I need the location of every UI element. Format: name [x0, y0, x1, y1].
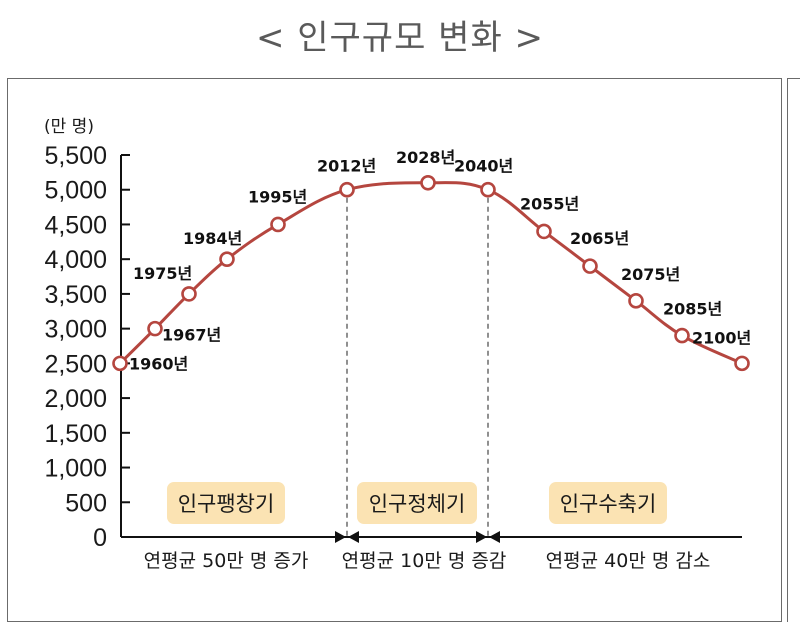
data-point-marker — [674, 327, 690, 344]
arrow-left-icon — [348, 531, 359, 543]
y-tick-label: 4,000 — [44, 246, 107, 274]
y-tick-label: 4,500 — [44, 211, 107, 239]
data-point-marker — [219, 251, 235, 267]
y-tick-label: 2,000 — [44, 385, 107, 413]
data-point-label: 2085년 — [663, 300, 722, 319]
data-point-label: 1975년 — [133, 264, 192, 283]
data-point-marker — [270, 216, 286, 233]
phase-rate-label: 연평균 40만 명 감소 — [546, 550, 711, 572]
data-point-label: 2075년 — [621, 265, 680, 284]
y-tick-label: 5,000 — [44, 177, 107, 205]
chart-title: < 인구규모 변화 > — [255, 18, 545, 58]
phase-rate-label: 연평균 10만 명 증감 — [342, 550, 507, 572]
data-point-label: 1967년 — [162, 326, 221, 345]
phase-rate-label: 연평균 50만 명 증가 — [144, 550, 309, 572]
chart-frame — [7, 78, 782, 622]
data-point-label: 2012년 — [317, 157, 376, 176]
data-point-label: 1960년 — [129, 354, 188, 373]
data-point-marker — [628, 293, 644, 309]
data-point-marker — [420, 174, 436, 191]
data-point-label: 2065년 — [570, 229, 629, 248]
y-tick-label: 0 — [93, 524, 107, 552]
y-tick-label: 1,500 — [44, 420, 107, 448]
phase-box — [357, 482, 477, 524]
y-tick-label: 3,000 — [44, 316, 107, 344]
y-tick-label: 500 — [65, 489, 107, 517]
y-tick-label: 1,000 — [44, 455, 107, 483]
arrow-right-icon — [335, 531, 346, 543]
phase-box — [167, 482, 285, 524]
data-point-label: 2028년 — [396, 148, 455, 167]
data-point-marker — [582, 258, 598, 274]
y-axis-unit-label: (만 명) — [44, 117, 94, 137]
data-point-marker — [734, 355, 750, 372]
data-point-label: 2055년 — [520, 194, 579, 213]
data-point-marker — [536, 223, 552, 240]
data-point-marker — [480, 181, 496, 198]
data-point-label: 2040년 — [454, 157, 513, 176]
arrow-right-icon — [476, 531, 487, 543]
y-tick-label: 3,500 — [44, 281, 107, 309]
y-tick-label: 5,500 — [44, 142, 107, 170]
data-point-marker — [181, 286, 197, 302]
phase-label: 인구수축기 — [560, 492, 657, 516]
phase-label: 인구정체기 — [369, 492, 466, 516]
y-tick-label: 2,500 — [44, 350, 107, 378]
data-point-marker — [339, 181, 355, 198]
phase-label: 인구팽창기 — [178, 492, 275, 516]
data-point-label: 1995년 — [248, 187, 307, 206]
phase-box — [549, 482, 667, 524]
data-point-marker — [147, 320, 163, 337]
arrow-left-icon — [489, 531, 500, 543]
data-point-marker — [112, 355, 128, 372]
data-point-label: 2100년 — [692, 328, 751, 347]
data-point-label: 1984년 — [183, 229, 242, 248]
adjacent-panel-edge — [787, 78, 800, 622]
